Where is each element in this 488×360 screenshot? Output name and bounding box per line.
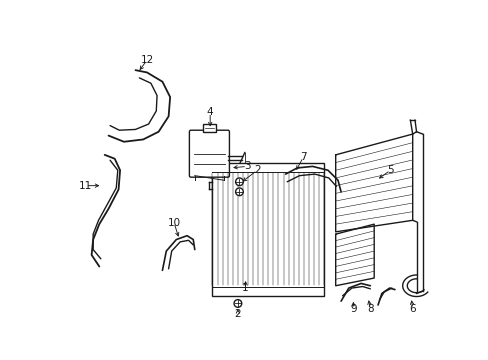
FancyBboxPatch shape	[189, 130, 229, 177]
Text: 12: 12	[140, 55, 153, 65]
Circle shape	[235, 188, 243, 195]
Text: 8: 8	[366, 304, 373, 314]
Text: 10: 10	[167, 217, 180, 228]
Bar	[212, 163, 324, 296]
Text: 6: 6	[408, 304, 415, 314]
Text: 4: 4	[206, 108, 213, 117]
Text: 1: 1	[242, 283, 248, 293]
Text: 3: 3	[244, 161, 250, 171]
Text: 9: 9	[349, 304, 356, 314]
Text: 7: 7	[300, 152, 306, 162]
Bar	[203, 124, 215, 132]
Text: 2: 2	[253, 165, 260, 175]
Text: 11: 11	[79, 181, 92, 191]
Text: 5: 5	[386, 165, 393, 175]
Circle shape	[234, 300, 241, 307]
Circle shape	[235, 178, 243, 186]
Text: 2: 2	[234, 309, 241, 319]
